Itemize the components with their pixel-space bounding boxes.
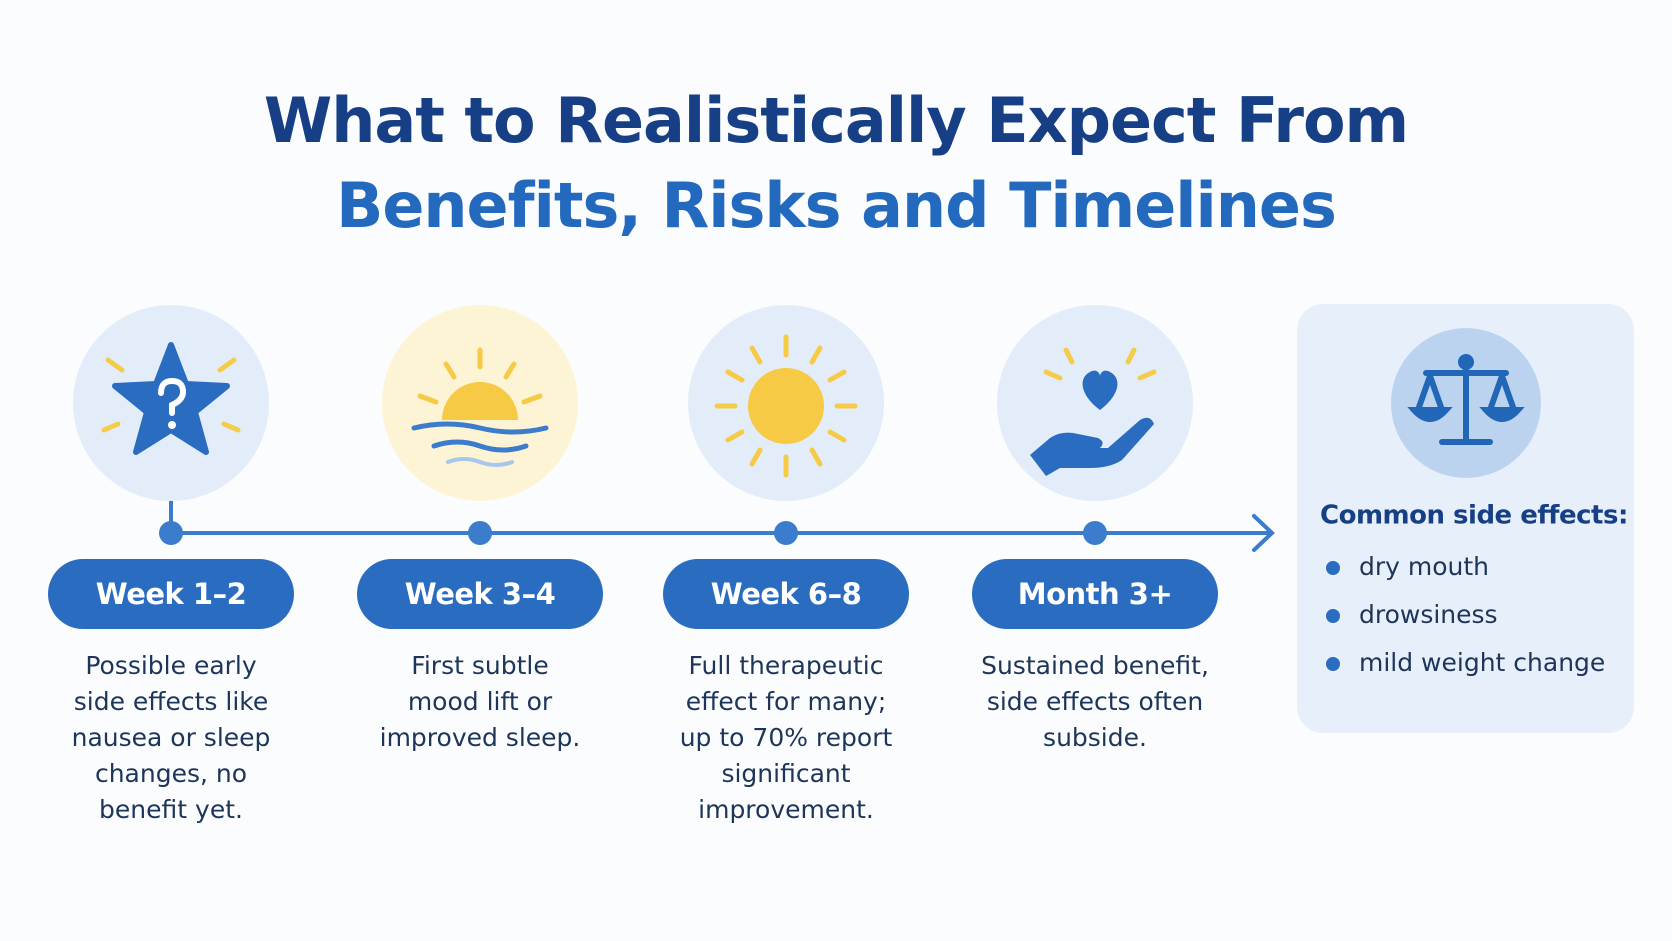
step-description: Possible early	[85, 651, 257, 680]
timeline-dot	[159, 521, 183, 545]
step-description: side effects like	[74, 687, 269, 716]
title-line-2: Benefits, Risks and Timelines	[336, 169, 1336, 242]
step-description: Full therapeutic	[689, 651, 884, 680]
step-pill	[48, 559, 294, 629]
step-description: benefit yet.	[99, 795, 243, 824]
bullet	[1326, 657, 1340, 671]
step-description: changes, no	[95, 759, 247, 788]
title-line-1: What to Realistically Expect From	[264, 84, 1408, 157]
bullet	[1326, 561, 1340, 575]
step-description: improved sleep.	[380, 723, 581, 752]
side-panel-title: Common side effects:	[1320, 501, 1628, 531]
side-effect-item: drowsiness	[1359, 600, 1498, 629]
timeline-arrow	[1252, 514, 1275, 552]
timeline-dot	[1083, 521, 1107, 545]
side-panel	[1297, 304, 1634, 733]
step-description: up to 70% report	[680, 723, 893, 752]
timeline-dot	[468, 521, 492, 545]
step-description: significant	[721, 759, 850, 788]
step-description: effect for many;	[686, 687, 887, 716]
step-description: side effects often	[987, 687, 1203, 716]
step-description: nausea or sleep	[72, 723, 271, 752]
step-description: First subtle	[411, 651, 548, 680]
icon-sunrise	[382, 305, 578, 501]
side-effect-item: dry mouth	[1359, 552, 1489, 581]
step-description: improvement.	[698, 795, 874, 824]
icon-sun	[688, 305, 884, 501]
step-label: Week 1–2	[96, 577, 247, 611]
bullet	[1326, 609, 1340, 623]
step-description: subside.	[1043, 723, 1147, 752]
step-description: mood lift or	[408, 687, 553, 716]
step-label: Week 6–8	[711, 577, 862, 611]
step-label: Month 3+	[1018, 577, 1173, 611]
side-effect-item: mild weight change	[1359, 648, 1605, 677]
step-label: Week 3–4	[405, 577, 556, 611]
step-pill	[972, 559, 1218, 629]
icon-heart-hand	[997, 305, 1193, 501]
step-pill	[357, 559, 603, 629]
scale-icon	[1407, 354, 1525, 445]
step-pill	[663, 559, 909, 629]
step-description: Sustained benefit,	[981, 651, 1209, 680]
timeline-dot	[774, 521, 798, 545]
icon-star	[73, 305, 269, 501]
